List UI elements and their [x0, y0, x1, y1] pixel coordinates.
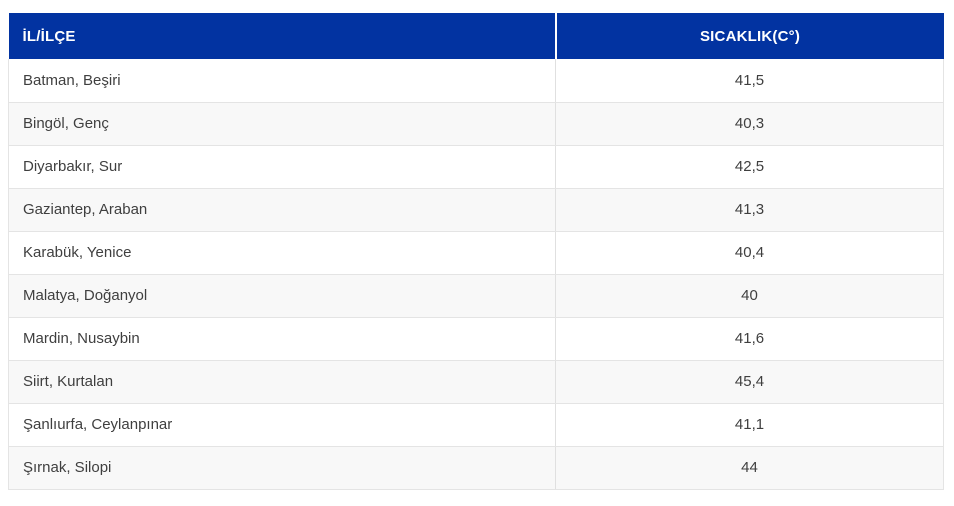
- cell-location: Şırnak, Silopi: [8, 446, 556, 490]
- cell-temperature: 40,4: [555, 231, 944, 275]
- table-row: Gaziantep, Araban 41,3: [8, 188, 944, 232]
- cell-temperature: 41,1: [555, 403, 944, 447]
- temperature-table-container: İL/İLÇE SICAKLIK(C°) Batman, Beşiri 41,5 B…: [8, 13, 944, 490]
- cell-location: Siirt, Kurtalan: [8, 360, 556, 404]
- table-row: Diyarbakır, Sur 42,5: [8, 145, 944, 189]
- cell-temperature: 41,5: [555, 59, 944, 103]
- table-header-row: İL/İLÇE SICAKLIK(C°): [8, 13, 944, 59]
- table-row: Şırnak, Silopi 44: [8, 446, 944, 490]
- table-row: Şanlıurfa, Ceylanpınar 41,1: [8, 403, 944, 447]
- cell-temperature: 45,4: [555, 360, 944, 404]
- cell-location: Diyarbakır, Sur: [8, 145, 556, 189]
- cell-temperature: 41,6: [555, 317, 944, 361]
- table-row: Karabük, Yenice 40,4: [8, 231, 944, 275]
- cell-location: Mardin, Nusaybin: [8, 317, 556, 361]
- table-body: Batman, Beşiri 41,5 Bingöl, Genç 40,3 Diyarb…: [8, 59, 944, 490]
- cell-temperature: 42,5: [555, 145, 944, 189]
- cell-location: Malatya, Doğanyol: [8, 274, 556, 318]
- header-il-ilce: İL/İLÇE: [8, 13, 556, 59]
- cell-location: Bingöl, Genç: [8, 102, 556, 146]
- table-row: Bingöl, Genç 40,3: [8, 102, 944, 146]
- cell-location: Şanlıurfa, Ceylanpınar: [8, 403, 556, 447]
- table-row: Batman, Beşiri 41,5: [8, 59, 944, 103]
- header-sicaklik: SICAKLIK(C°): [554, 13, 944, 59]
- table-row: Mardin, Nusaybin 41,6: [8, 317, 944, 361]
- cell-temperature: 40: [555, 274, 944, 318]
- temperature-table: İL/İLÇE SICAKLIK(C°) Batman, Beşiri 41,5 B…: [8, 13, 944, 490]
- table-header: İL/İLÇE SICAKLIK(C°): [8, 13, 944, 59]
- cell-temperature: 44: [555, 446, 944, 490]
- table-row: Siirt, Kurtalan 45,4: [8, 360, 944, 404]
- cell-location: Gaziantep, Araban: [8, 188, 556, 232]
- cell-temperature: 40,3: [555, 102, 944, 146]
- cell-location: Batman, Beşiri: [8, 59, 556, 103]
- table-row: Malatya, Doğanyol 40: [8, 274, 944, 318]
- cell-location: Karabük, Yenice: [8, 231, 556, 275]
- cell-temperature: 41,3: [555, 188, 944, 232]
